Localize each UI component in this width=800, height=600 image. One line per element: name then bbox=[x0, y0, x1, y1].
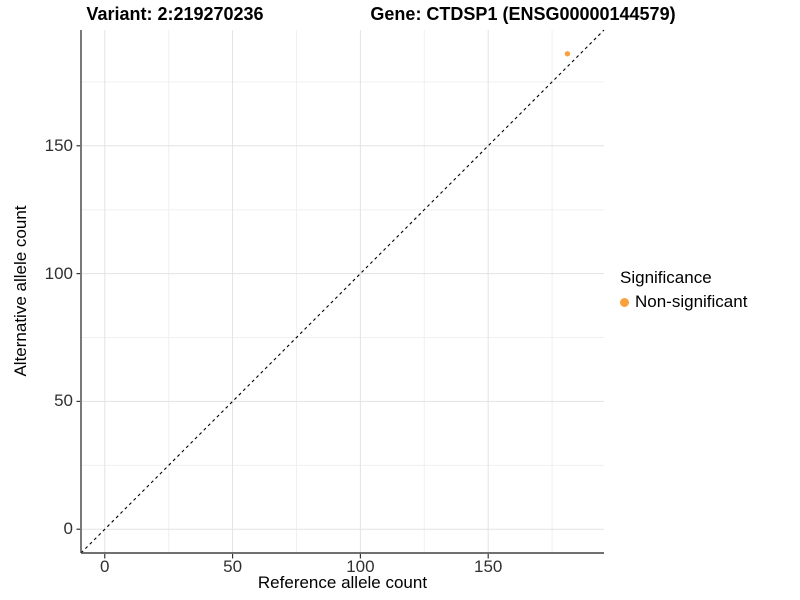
legend-entry: Non-significant bbox=[620, 292, 747, 312]
x-tick-label: 100 bbox=[346, 557, 375, 576]
x-tick-label: 150 bbox=[474, 557, 503, 576]
y-tick-label: 150 bbox=[44, 135, 73, 155]
legend-point-icon bbox=[620, 297, 629, 307]
identity-line bbox=[80, 29, 605, 554]
gene-title: Gene: CTDSP1 (ENSG00000144579) bbox=[370, 4, 676, 24]
legend-title: Significance bbox=[620, 268, 712, 287]
variant-title: Variant: 2:219270236 bbox=[86, 4, 264, 24]
x-axis-title: Reference allele count bbox=[257, 573, 428, 592]
y-tick-label: 50 bbox=[54, 391, 73, 411]
legend-entry-label: Non-significant bbox=[635, 292, 748, 311]
legend: Significance Non-significant bbox=[620, 268, 747, 312]
data-point bbox=[564, 51, 571, 57]
x-tick-label: 50 bbox=[223, 557, 243, 576]
y-axis-title: Alternative allele count bbox=[11, 205, 30, 377]
y-tick-label: 100 bbox=[44, 263, 73, 283]
x-tick-label: 0 bbox=[100, 557, 110, 576]
y-tick-label: 0 bbox=[63, 519, 73, 539]
